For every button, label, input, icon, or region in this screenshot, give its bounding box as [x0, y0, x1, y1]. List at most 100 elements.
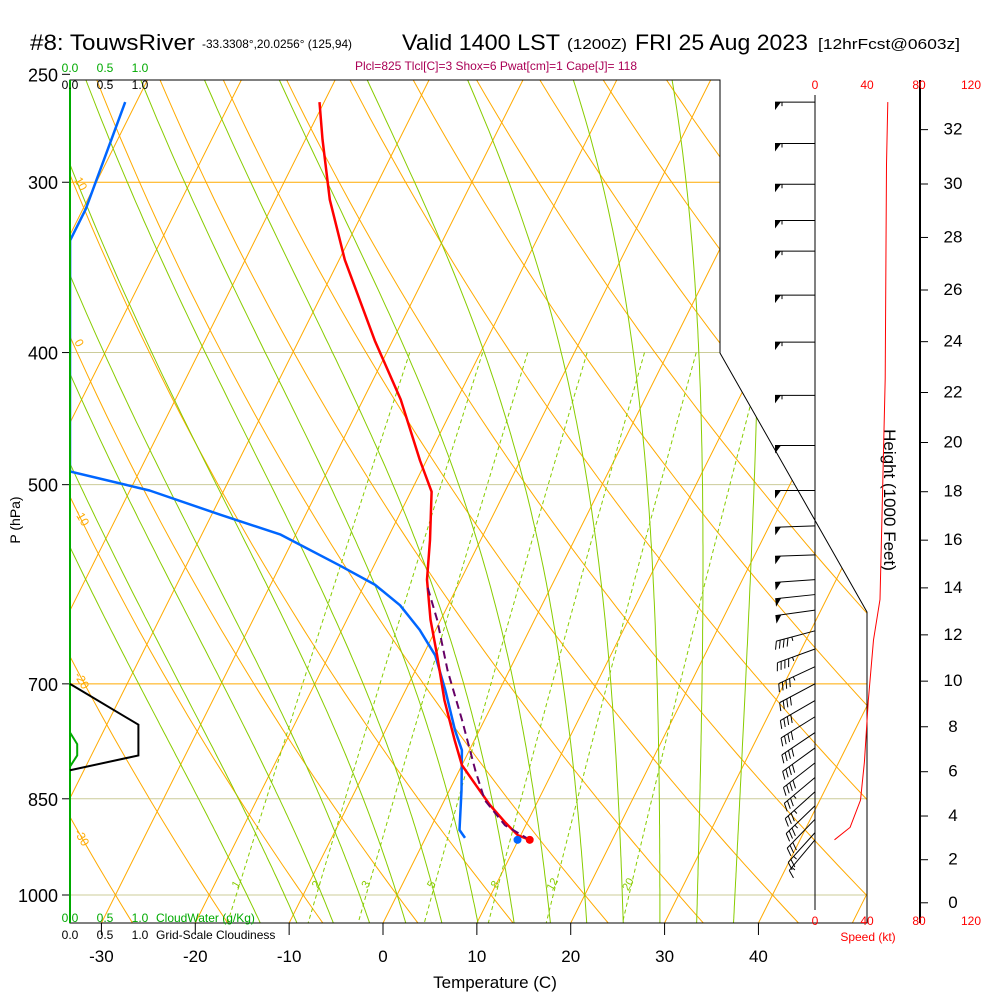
wind-barb-feather	[790, 714, 793, 724]
moist-adiabat-line	[571, 80, 661, 923]
temperature-tick-label: 30	[655, 947, 674, 966]
height-tick-label: 4	[948, 806, 957, 825]
moist-adiabat-line	[70, 80, 298, 923]
wind-barb	[779, 683, 816, 712]
temperature-tick-label: -30	[89, 947, 114, 966]
moist-adiabat-line	[137, 80, 479, 923]
cloudiness-profile	[69, 682, 140, 772]
wind-barb-feather	[789, 845, 795, 854]
wind-barb-pennant	[775, 220, 781, 229]
temperature-tick-label: 20	[561, 947, 580, 966]
height-tick-label: 2	[948, 850, 957, 869]
parcel-path-line	[426, 587, 531, 841]
temperature-tick-label: -10	[277, 947, 302, 966]
mixing-ratio-label: 20	[620, 876, 637, 893]
height-tick-label: 14	[944, 578, 963, 597]
dry-adiabat-line	[157, 80, 710, 923]
wind-barb-feather	[789, 678, 791, 688]
cloudiness-tick-top: 1.0	[132, 78, 149, 92]
wind-barb-feather	[788, 766, 792, 776]
wind-barb-staff	[786, 818, 816, 849]
dry-adiabat-line	[978, 74, 1000, 929]
cloudwater-profile	[69, 732, 79, 768]
height-tick-label: 16	[944, 530, 963, 549]
wind-barb-feather	[786, 800, 791, 809]
height-tick-label: 12	[944, 625, 963, 644]
wind-barb	[775, 394, 815, 404]
pressure-tick-label: 400	[28, 344, 58, 364]
wind-barb	[775, 294, 815, 304]
wind-barb-feather	[787, 862, 793, 871]
wind-barb-feather	[787, 815, 792, 825]
cloudiness-label: Grid-Scale Cloudiness	[156, 928, 275, 942]
wind-barb-feather	[792, 842, 797, 851]
wind-barb	[775, 554, 816, 565]
wind-barb	[775, 630, 816, 650]
wind-barb	[778, 666, 816, 693]
wind-barb-feather	[779, 720, 783, 730]
mixing-ratio-line	[305, 352, 484, 923]
wind-barb-pennant	[775, 445, 781, 454]
isotherm-label: 20	[784, 452, 812, 480]
wind-barb-staff	[780, 700, 816, 721]
wind-barb-feather	[784, 752, 788, 762]
wind-speed-profile	[834, 102, 889, 841]
surface-dewpoint-dot	[513, 835, 522, 844]
speed-tick-top: 80	[912, 78, 926, 92]
mixing-ratio-line	[225, 352, 411, 923]
wind-barb-half-feather	[791, 636, 794, 642]
wind-barb-staff	[775, 579, 816, 583]
wind-barb-pennant	[775, 556, 782, 565]
wind-barb-staff	[781, 732, 816, 756]
mixing-ratio-label: 12	[545, 876, 562, 893]
height-tick-label: 18	[944, 482, 963, 501]
wind-barb-feather	[778, 640, 781, 649]
cloudiness-tick-bottom: 0.0	[62, 928, 79, 942]
pressure-tick-label: 1000	[18, 886, 58, 906]
header: #8: TouwsRiver -33.3308°,20.0256° (125,9…	[30, 30, 960, 73]
valid-time: Valid 1400 LST	[402, 30, 560, 55]
wind-barb	[781, 732, 816, 764]
mixing-ratio-label: 3	[359, 879, 372, 890]
temperature-line	[318, 101, 531, 841]
wind-barb-feather	[787, 733, 791, 743]
mixing-ratio-line	[422, 352, 588, 923]
wind-barbs	[775, 101, 816, 879]
dry-adiabat-line	[535, 80, 867, 923]
wind-barb-feather	[781, 681, 784, 691]
wind-barb-staff	[775, 609, 816, 617]
height-tick-label: 20	[944, 432, 963, 451]
pressure-axis-title: P (hPa)	[7, 496, 23, 543]
dry-adiabat-line	[70, 80, 233, 923]
moist-adiabat-line	[70, 80, 371, 923]
wind-barb	[783, 777, 816, 812]
wind-barb-feather	[790, 731, 794, 741]
wind-barb-feather	[791, 748, 795, 757]
dry-adiabat-line	[70, 80, 424, 923]
wind-barb	[775, 183, 815, 193]
isotherm-line	[660, 80, 867, 923]
wind-barb-feather	[786, 698, 789, 708]
adiabat-label: -30	[71, 827, 92, 849]
mixing-ratio-line	[620, 352, 765, 923]
cloudwater-tick-bottom: 0.5	[97, 911, 114, 925]
wind-barb	[775, 490, 815, 499]
wind-barb-staff	[780, 716, 816, 739]
wind-barb-pennant	[775, 102, 781, 111]
dry-adiabat-line	[662, 80, 867, 923]
height-tick-label: 32	[944, 120, 963, 139]
cloudwater-tick-bottom: 1.0	[132, 911, 149, 925]
moist-adiabat-line	[83, 80, 443, 923]
wind-barb-feather	[791, 764, 796, 773]
mixing-ratio-label: 5	[425, 879, 438, 890]
isotherm-label: 30	[837, 540, 865, 568]
height-tick-label: 30	[944, 174, 963, 193]
pressure-tick-label: 700	[28, 675, 58, 695]
wind-barb	[775, 594, 816, 607]
moist-adiabat-line	[464, 80, 624, 923]
wind-barb	[775, 525, 816, 536]
wind-barb-feather	[786, 637, 789, 647]
pressure-tick-label: 850	[28, 790, 58, 810]
adiabat-label: 0	[71, 337, 87, 350]
wind-barb	[788, 839, 816, 879]
